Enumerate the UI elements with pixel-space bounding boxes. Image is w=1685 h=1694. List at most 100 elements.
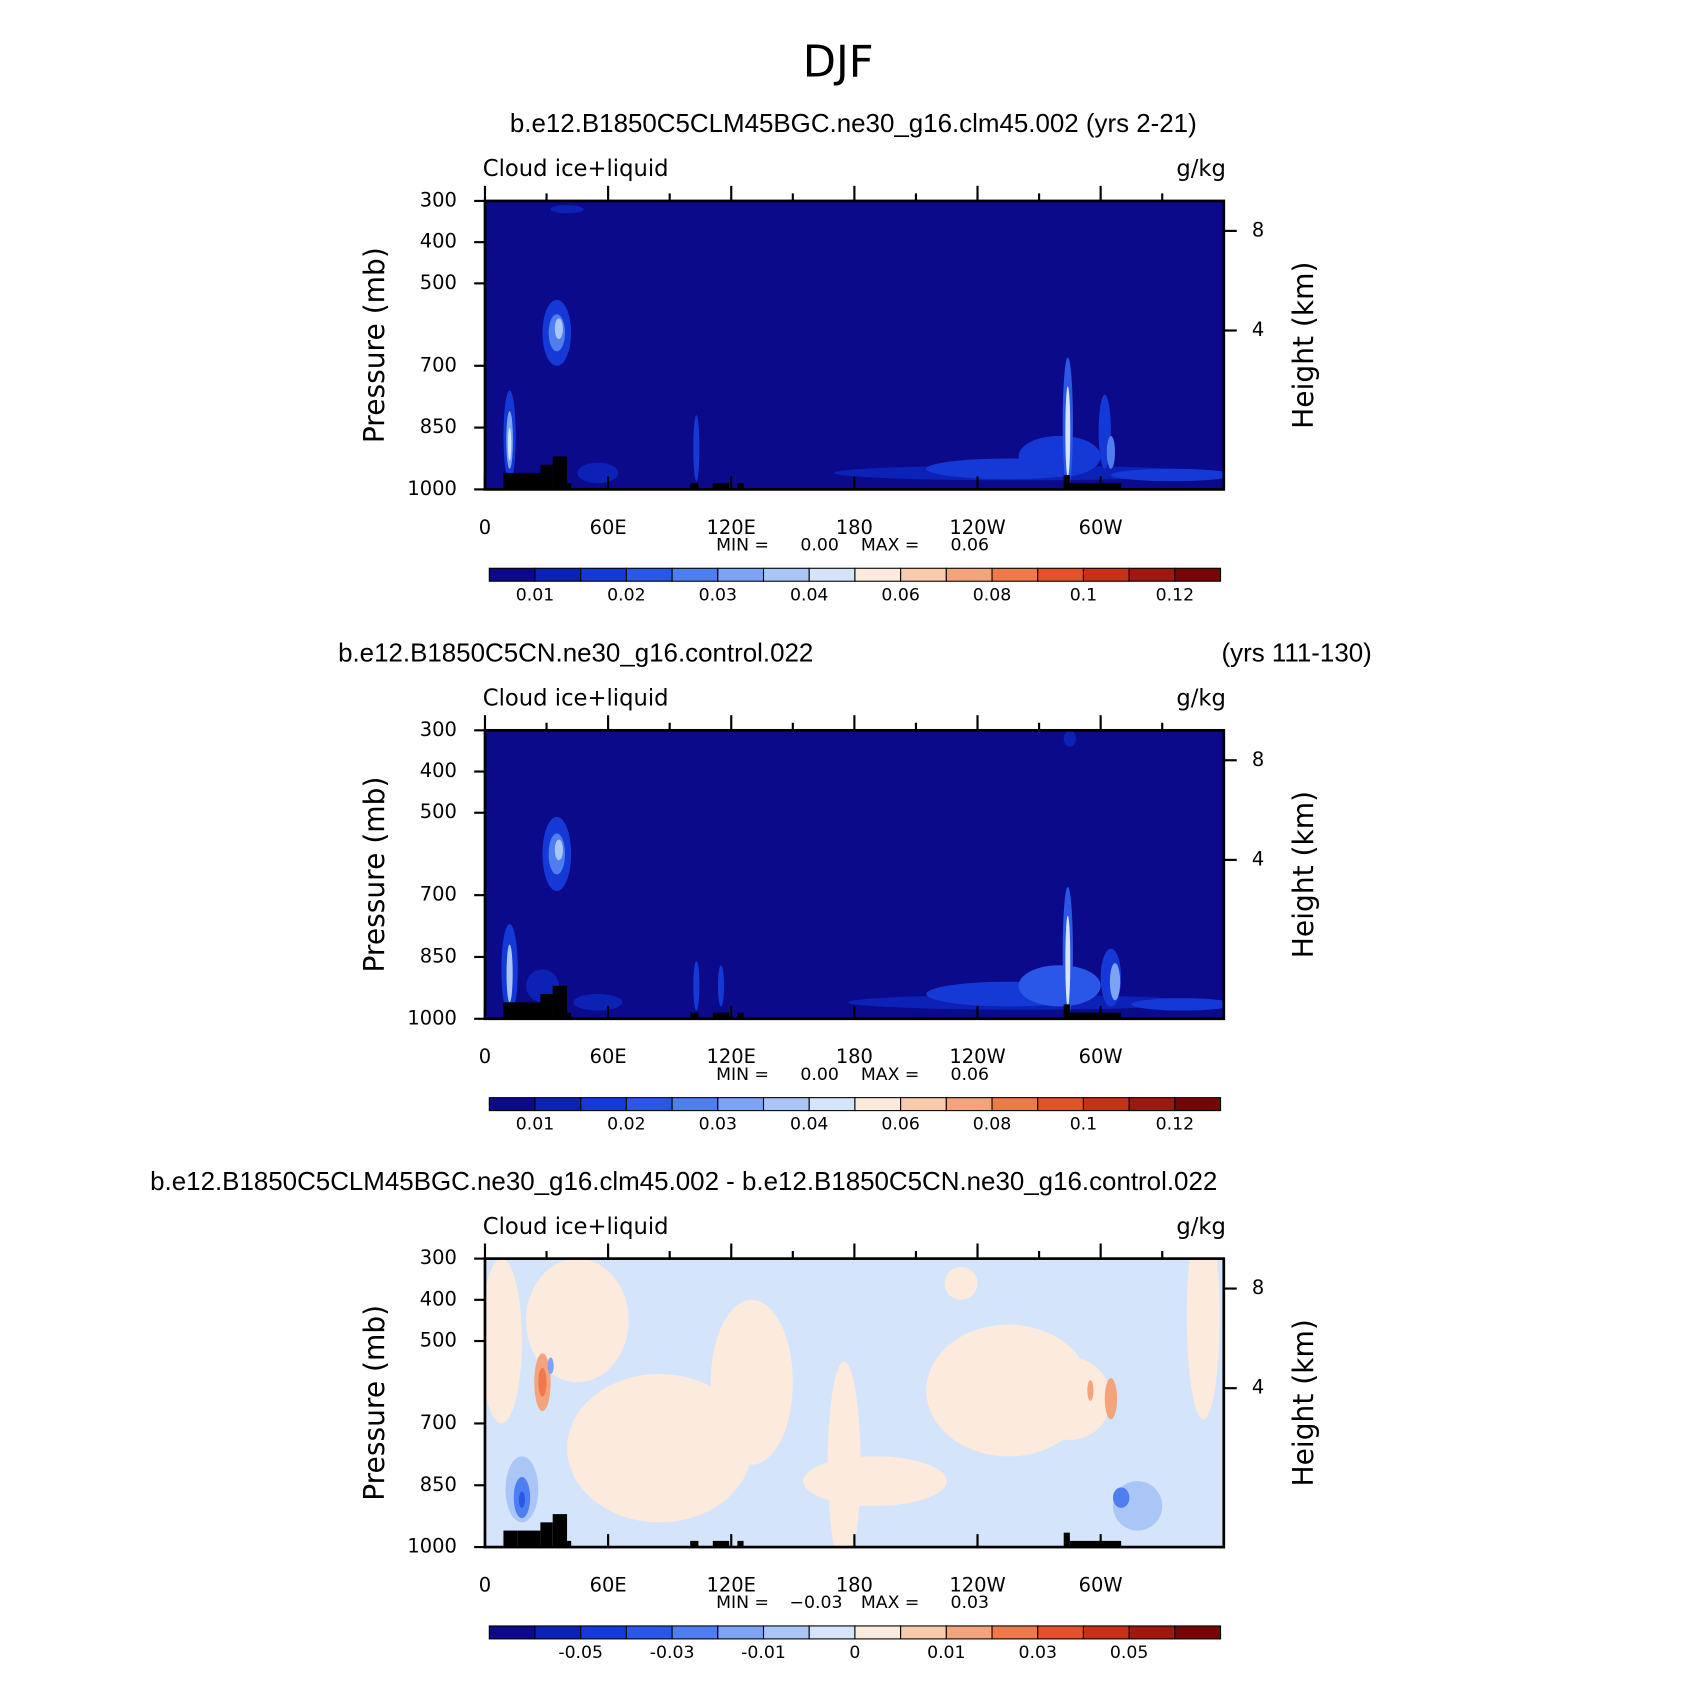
- contour-region: [1112, 1487, 1130, 1508]
- y-tick-label: 1000: [407, 1535, 456, 1558]
- y-tick-label: 850: [420, 1473, 457, 1496]
- colorbar-swatch: [900, 1625, 947, 1640]
- y2-tick-label: 4: [1252, 318, 1264, 341]
- colorbar-label: 0: [849, 1643, 860, 1663]
- panel-title-right: (yrs 111-130): [1222, 640, 1372, 668]
- terrain: [503, 472, 518, 490]
- colorbar-label: 0.08: [973, 1115, 1011, 1135]
- contour-region: [484, 1258, 522, 1424]
- contour-region: [1018, 435, 1101, 478]
- colorbar-swatch: [945, 1097, 993, 1112]
- x-tick-label: 60E: [590, 1573, 627, 1596]
- terrain: [1069, 1540, 1122, 1548]
- colorbar-label: 0.01: [516, 1115, 554, 1135]
- colorbar-label: 0.05: [1110, 1643, 1148, 1663]
- left-label: Cloud ice+liquid: [483, 1214, 669, 1240]
- colorbar-swatch: [1082, 567, 1130, 582]
- colorbar-swatch: [1037, 1625, 1084, 1640]
- x-tick-label: 180: [836, 1573, 873, 1596]
- panel-title: b.e12.B1850C5CLM45BGC.ne30_g16.clm45.002…: [150, 1168, 1217, 1196]
- colorbar-swatch: [671, 1097, 719, 1112]
- contour-region: [944, 1266, 978, 1300]
- colorbar-swatch: [808, 567, 856, 582]
- y-tick-label: 700: [420, 353, 457, 376]
- x-tick-label: 60W: [1079, 516, 1123, 539]
- colorbar-swatch: [991, 1625, 1039, 1640]
- colorbar-swatch: [991, 567, 1039, 582]
- y-tick-label: 500: [420, 1329, 457, 1352]
- left-label: Cloud ice+liquid: [483, 156, 669, 182]
- colorbar-swatch: [717, 1097, 765, 1112]
- contour-region: [1106, 435, 1116, 469]
- y-tick-label: 500: [420, 271, 457, 294]
- x-tick-label: 0: [479, 516, 491, 539]
- contour-region: [1087, 1380, 1094, 1401]
- colorbar-swatch: [762, 1625, 810, 1640]
- x-tick-label: 60W: [1079, 1573, 1123, 1596]
- colorbar-swatch: [1174, 567, 1222, 582]
- terrain: [503, 1530, 518, 1548]
- x-tick-label: 0: [479, 1045, 491, 1068]
- contour-region: [526, 1258, 629, 1383]
- terrain: [552, 985, 568, 1019]
- y2-tick-label: 4: [1252, 1376, 1264, 1399]
- right-label: g/kg: [1176, 1214, 1226, 1240]
- contour-region: [1063, 730, 1077, 747]
- colorbar-swatch: [717, 1625, 765, 1640]
- stats-text: 0.03: [951, 1593, 989, 1613]
- terrain: [552, 1514, 568, 1548]
- colorbar-swatch: [1082, 1097, 1130, 1112]
- colorbar-label: 0.02: [607, 585, 645, 605]
- colorbar-label: 0.12: [1156, 1115, 1194, 1135]
- y2-axis-title: Height (km): [1287, 791, 1320, 958]
- contour-region: [1065, 386, 1071, 478]
- stats-text: MIN =: [716, 1593, 769, 1613]
- contour-region: [550, 205, 584, 214]
- terrain: [737, 1540, 744, 1548]
- terrain: [1069, 1012, 1122, 1019]
- stats-text: MIN =: [716, 1065, 769, 1085]
- x-tick-label: 120W: [949, 516, 1005, 539]
- colorbar-swatch: [1128, 1097, 1176, 1112]
- terrain: [503, 1002, 518, 1019]
- terrain: [690, 1540, 699, 1548]
- stats-text: MAX =: [861, 1065, 919, 1085]
- contour-field: [484, 1258, 1224, 1548]
- colorbar-label: 0.03: [1019, 1643, 1057, 1663]
- contour-field: [484, 730, 1224, 1019]
- stats-text: 0.00: [800, 536, 838, 556]
- contour-region: [693, 961, 700, 1011]
- colorbar-swatch: [625, 1097, 673, 1112]
- contour-region: [1018, 965, 1101, 1007]
- contour-region: [1186, 1258, 1220, 1420]
- stats-text: MAX =: [861, 1593, 919, 1613]
- x-tick-label: 120E: [707, 1045, 756, 1068]
- colorbar-swatch: [488, 567, 536, 582]
- terrain: [567, 483, 572, 490]
- colorbar-swatch: [534, 1097, 582, 1112]
- colorbar-swatch: [580, 1097, 627, 1112]
- contour-field: [484, 200, 1224, 490]
- colorbar-label: 0.08: [973, 585, 1011, 605]
- terrain: [517, 1530, 541, 1548]
- colorbar-swatch: [945, 567, 993, 582]
- y-tick-label: 400: [420, 759, 457, 782]
- contour-region: [518, 1491, 525, 1508]
- y-tick-label: 500: [420, 800, 457, 823]
- y-axis-title: Pressure (mb): [358, 247, 391, 443]
- contour-region: [803, 1456, 947, 1506]
- figure-title: DJF: [803, 37, 874, 87]
- colorbar-swatch: [1174, 1097, 1222, 1112]
- y-tick-label: 300: [420, 718, 457, 741]
- colorbar-swatch: [808, 1097, 856, 1112]
- terrain: [1063, 474, 1070, 490]
- contour-region: [554, 318, 563, 339]
- contour-region: [567, 1373, 752, 1523]
- colorbar-swatch: [762, 1097, 810, 1112]
- colorbar-label: -0.05: [558, 1643, 603, 1663]
- terrain: [567, 1012, 572, 1019]
- colorbar-swatch: [1128, 1625, 1176, 1640]
- terrain: [712, 1012, 730, 1019]
- colorbar-label: 0.03: [699, 585, 737, 605]
